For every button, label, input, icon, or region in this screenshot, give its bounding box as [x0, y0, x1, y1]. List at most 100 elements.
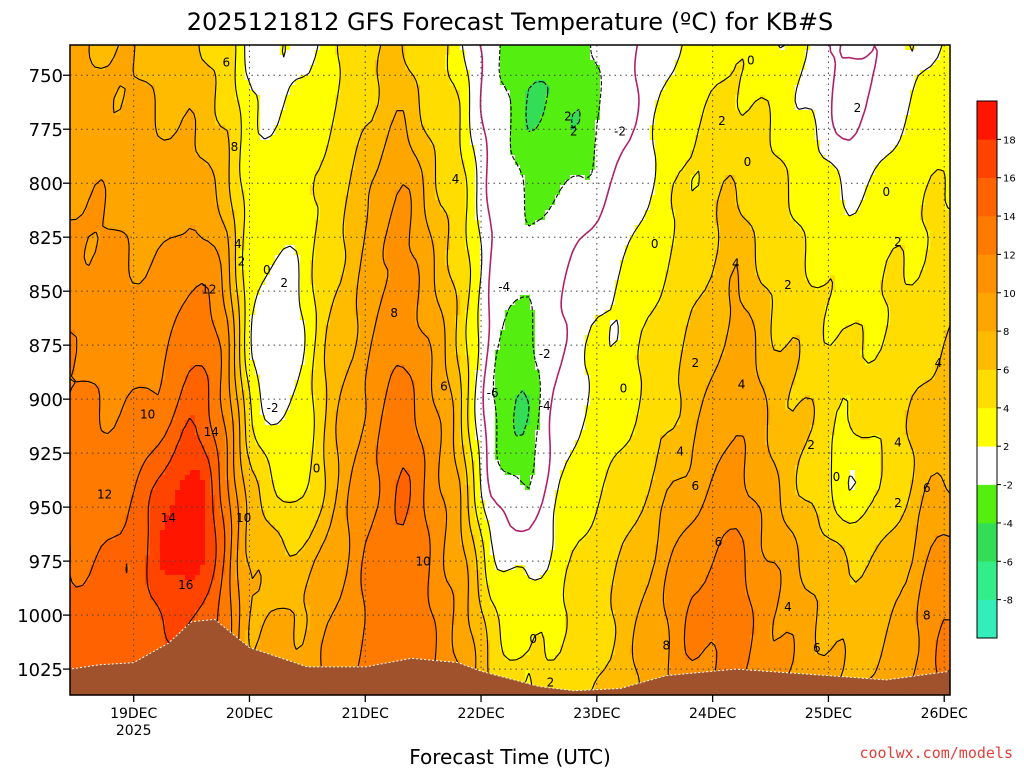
contour-fill-cell	[220, 455, 226, 461]
contour-fill-cell	[480, 580, 486, 586]
contour-fill-cell	[430, 550, 446, 556]
contour-fill-cell	[475, 415, 496, 421]
contour-fill-cell	[480, 285, 616, 291]
contour-fill-cell	[270, 460, 311, 466]
contour-fill-cell	[470, 405, 476, 411]
contour-fill-cell	[430, 235, 451, 241]
contour-fill-cell	[795, 655, 846, 661]
contour-fill-cell	[715, 205, 741, 211]
contour-fill-cell	[70, 240, 86, 246]
contour-fill-cell	[700, 185, 721, 191]
contour-fill-cell	[555, 490, 601, 496]
contour-fill-cell	[760, 515, 786, 521]
contour-fill-cell	[830, 480, 851, 486]
contour-fill-cell	[740, 270, 756, 276]
contour-fill-cell	[280, 110, 336, 116]
contour-fill-cell	[800, 355, 866, 361]
contour-fill-cell	[245, 230, 316, 236]
contour-fill-cell	[385, 240, 411, 246]
contour-fill-cell	[850, 575, 861, 581]
contour-fill-cell	[150, 500, 176, 506]
contour-fill-cell	[850, 425, 906, 431]
contour-fill-cell	[215, 565, 226, 571]
contour-fill-cell	[240, 400, 246, 406]
contour-fill-cell	[525, 205, 551, 211]
contour-fill-cell	[480, 220, 526, 226]
contour-fill-cell	[435, 615, 456, 621]
contour-fill-cell	[230, 500, 241, 506]
contour-fill-cell	[885, 295, 951, 301]
contour-fill-cell	[345, 225, 366, 231]
contour-fill-cell	[800, 365, 936, 371]
credit-link[interactable]: coolwx.com/models	[859, 744, 1013, 762]
contour-fill-cell	[470, 295, 481, 301]
contour-fill-cell	[320, 660, 361, 666]
contour-label: 2	[564, 110, 572, 124]
contour-label: -2	[267, 401, 279, 415]
contour-fill-cell	[240, 305, 246, 311]
contour-fill-cell	[75, 345, 166, 351]
contour-fill-cell	[465, 445, 471, 451]
contour-fill-cell	[880, 485, 911, 491]
contour-fill-cell	[765, 390, 791, 396]
contour-fill-cell	[545, 655, 556, 661]
contour-fill-cell	[460, 525, 471, 531]
contour-fill-cell	[310, 370, 326, 376]
contour-label: 4	[935, 356, 943, 370]
contour-fill-cell	[385, 280, 421, 286]
contour-fill-cell	[375, 110, 396, 116]
contour-fill-cell	[615, 645, 631, 651]
contour-fill-cell	[445, 545, 466, 551]
contour-fill-cell	[505, 315, 536, 321]
contour-fill-cell	[720, 195, 736, 201]
contour-fill-cell	[610, 325, 621, 331]
contour-fill-cell	[230, 340, 236, 346]
contour-fill-cell	[740, 280, 761, 286]
contour-fill-cell	[455, 350, 466, 356]
contour-fill-cell	[450, 635, 476, 641]
contour-fill-cell	[250, 620, 266, 626]
contour-fill-cell	[635, 425, 676, 431]
contour-fill-cell	[815, 420, 836, 426]
contour-fill-cell	[470, 95, 511, 101]
contour-fill-cell	[765, 440, 806, 446]
contour-fill-cell	[195, 145, 231, 151]
contour-fill-cell	[755, 330, 771, 336]
contour-fill-cell	[440, 475, 461, 481]
contour-fill-cell	[255, 575, 261, 581]
contour-fill-cell	[315, 415, 326, 421]
contour-fill-cell	[710, 570, 746, 576]
contour-fill-cell	[390, 130, 406, 136]
contour-fill-cell	[255, 590, 306, 596]
contour-fill-cell	[630, 530, 661, 536]
contour-fill-cell	[355, 305, 381, 311]
contour-fill-cell	[935, 650, 951, 656]
contour-fill-cell	[215, 95, 236, 101]
contour-fill-cell	[945, 190, 951, 196]
contour-fill-cell	[790, 205, 846, 211]
contour-fill-cell	[940, 360, 951, 366]
contour-fill-cell	[245, 240, 316, 246]
contour-fill-cell	[485, 560, 496, 566]
contour-fill-cell	[665, 85, 716, 91]
contour-fill-cell	[90, 380, 161, 386]
colorbar-segment	[977, 599, 997, 639]
contour-fill-cell	[450, 240, 466, 246]
contour-fill-cell	[410, 235, 431, 241]
contour-fill-cell	[380, 505, 396, 511]
contour-fill-cell	[745, 555, 766, 561]
contour-fill-cell	[310, 570, 346, 576]
contour-fill-cell	[860, 320, 891, 326]
contour-fill-cell	[830, 645, 846, 651]
contour-fill-cell	[150, 540, 161, 546]
contour-fill-cell	[710, 375, 761, 381]
contour-fill-cell	[235, 310, 241, 316]
contour-fill-cell	[215, 190, 231, 196]
contour-fill-cell	[910, 480, 931, 486]
contour-fill-cell	[790, 200, 846, 206]
contour-fill-cell	[910, 490, 926, 496]
contour-fill-cell	[480, 240, 631, 246]
contour-fill-cell	[920, 625, 941, 631]
contour-fill-cell	[445, 320, 456, 326]
contour-fill-cell	[690, 155, 781, 161]
